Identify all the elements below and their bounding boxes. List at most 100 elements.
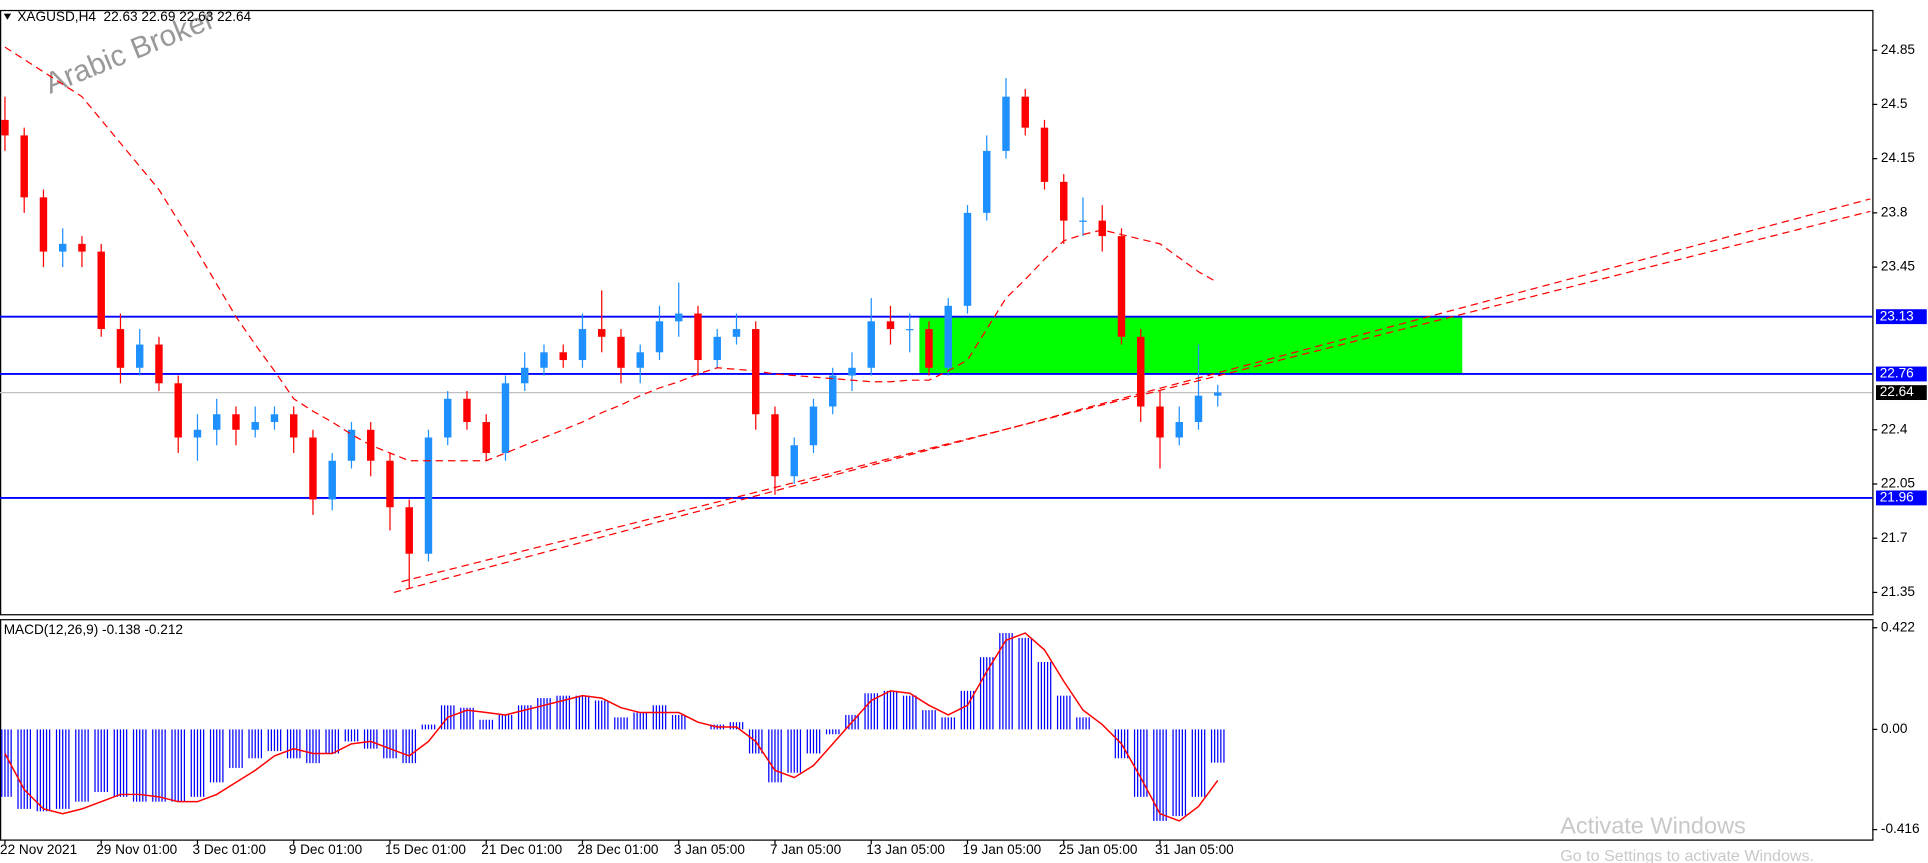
y-tick-label: 23.8 [1881, 204, 1908, 219]
candle-body [559, 352, 567, 361]
candle-body [867, 321, 875, 368]
candle-body [906, 329, 914, 331]
candle-body [309, 437, 317, 500]
candle-body [116, 329, 125, 368]
candle-body [829, 375, 837, 407]
last-price-label: 22.64 [1880, 384, 1914, 399]
candle-body [732, 329, 741, 337]
candle-body [1098, 220, 1106, 237]
candle-body [944, 305, 952, 368]
candle-body [1, 119, 9, 136]
candle-body [1137, 336, 1145, 407]
level-label: 22.76 [1880, 366, 1914, 381]
macd-title: MACD(12,26,9) -0.138 -0.212 [4, 622, 183, 637]
x-tick-label: 13 Jan 05:00 [866, 842, 945, 857]
x-tick-label: 25 Jan 05:00 [1059, 842, 1138, 857]
candle-body [886, 321, 895, 330]
candle-body [1175, 422, 1183, 438]
moving-average [4, 46, 1219, 462]
candle-body [1214, 392, 1222, 396]
candle-body [617, 336, 625, 368]
candle-body [232, 414, 240, 430]
x-tick-label: 15 Dec 01:00 [385, 842, 466, 857]
candle-body [713, 336, 721, 361]
x-tick-label: 28 Dec 01:00 [578, 842, 659, 857]
y-tick-label: 21.7 [1881, 530, 1908, 545]
candle-body [771, 414, 779, 477]
candle-body [155, 344, 163, 384]
activate-note: Go to Settings to activate Windows. [1560, 847, 1814, 863]
candle-body [405, 507, 413, 554]
x-tick-label: 7 Jan 05:00 [770, 842, 842, 857]
x-tick-label: 19 Jan 05:00 [963, 842, 1042, 857]
candle-body [482, 422, 490, 454]
candle-body [328, 460, 336, 500]
signal-line [4, 632, 1219, 822]
x-tick-label: 31 Jan 05:00 [1155, 842, 1234, 857]
x-tick-label: 21 Dec 01:00 [481, 842, 562, 857]
candle-body [135, 344, 144, 368]
y-tick-label: 21.35 [1881, 584, 1915, 599]
y-tick-label: 24.5 [1881, 96, 1908, 111]
x-tick-label: 22 Nov 2021 [0, 842, 77, 857]
candle-body [97, 251, 105, 330]
last-price-box [1875, 385, 1927, 401]
x-tick-label: 3 Jan 05:00 [674, 842, 746, 857]
candle-body [540, 352, 548, 368]
candle-body [251, 422, 259, 430]
candle-body [1156, 406, 1164, 438]
candle-body [521, 367, 529, 384]
trendline [401, 210, 1871, 583]
candle-body [270, 414, 279, 423]
candle-body [1021, 96, 1029, 128]
candle-body [655, 321, 664, 353]
candle-body [20, 135, 28, 198]
level-label-box [1875, 309, 1927, 325]
candle-body [424, 437, 433, 554]
y-tick-label: 0.00 [1881, 721, 1908, 736]
trendline [393, 198, 1871, 594]
candle-body [578, 329, 587, 361]
candle-body [790, 445, 798, 477]
x-tick-label: 29 Nov 01:00 [96, 842, 177, 857]
candle-body [78, 243, 86, 252]
candle-body [39, 197, 48, 252]
candle-body [598, 329, 606, 337]
level-label-box [1875, 490, 1927, 506]
candle-body [212, 414, 221, 430]
x-tick-label: 3 Dec 01:00 [193, 842, 267, 857]
candle-body [386, 460, 394, 508]
main-frame [0, 9, 1874, 616]
candle-body [1060, 181, 1068, 221]
x-tick-label: 9 Dec 01:00 [289, 842, 363, 857]
candle-body [1079, 220, 1087, 222]
candle-body [347, 429, 356, 461]
candle-body [58, 243, 67, 252]
y-tick-label: 23.45 [1881, 259, 1915, 274]
candle-body [963, 212, 972, 306]
candle-body [289, 414, 298, 438]
y-tick-label: 22.05 [1881, 476, 1915, 491]
candle-body [925, 329, 933, 368]
candle-body [848, 367, 856, 376]
y-tick-label: 24.15 [1881, 150, 1915, 165]
activate-title: Activate Windows [1560, 812, 1746, 838]
menu-arrow[interactable] [3, 13, 12, 20]
candle-body [752, 329, 760, 415]
level-label-box [1875, 366, 1927, 382]
candle-body [1117, 236, 1126, 337]
candle-body [983, 150, 991, 213]
candle-body [694, 313, 702, 361]
candle-body [1002, 96, 1010, 151]
candle-body [174, 383, 182, 438]
candle-body [501, 383, 510, 454]
candle-body [1194, 395, 1203, 423]
y-tick-label: 24.85 [1881, 42, 1915, 57]
level-label: 21.96 [1880, 490, 1914, 505]
candle-body [636, 352, 644, 368]
zone [919, 316, 1463, 374]
level-label: 23.13 [1880, 308, 1914, 323]
